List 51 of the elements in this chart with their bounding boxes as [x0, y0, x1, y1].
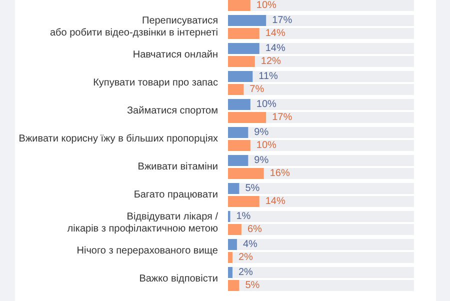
bar: [228, 239, 237, 250]
data-label: 10%: [256, 140, 277, 151]
data-label: 5%: [245, 183, 260, 194]
data-label: 17%: [272, 112, 292, 123]
bar: [228, 56, 255, 67]
bar: [228, 155, 248, 166]
y-tick-label: Займатися спортом: [127, 106, 218, 116]
data-label: 2%: [238, 267, 254, 278]
data-label: 5%: [245, 280, 260, 291]
y-tick-label: Нічого з перерахованого вище: [76, 246, 218, 256]
bar: [228, 43, 260, 54]
data-label: 14%: [265, 196, 286, 207]
y-tick-label: Вживати корисну їжу в більших пропорціях: [18, 134, 218, 144]
bar: [228, 127, 248, 138]
bar: [228, 112, 266, 123]
data-label: 17%: [272, 15, 292, 26]
bar: [228, 196, 260, 207]
bar: [228, 267, 232, 278]
data-label: 4%: [242, 239, 258, 250]
bar: [228, 99, 250, 110]
bar: [228, 280, 240, 291]
bar: [228, 84, 244, 95]
data-label: 10%: [256, 0, 277, 11]
data-label: 16%: [270, 168, 290, 179]
bar: [228, 252, 232, 263]
data-label: 12%: [260, 56, 282, 67]
data-label: 6%: [247, 224, 262, 235]
y-tick-label: Навчатися онлайн: [132, 50, 218, 60]
data-label: 11%: [258, 71, 278, 82]
y-tick-label: Переписуватися або робити відео-дзвінки в інтернеті: [50, 16, 218, 38]
data-label: 9%: [254, 155, 269, 166]
data-label: 2%: [238, 252, 254, 263]
y-tick-label: Багато працювати: [134, 190, 218, 200]
bar: [228, 15, 266, 26]
data-label: 7%: [250, 84, 264, 95]
data-label: 1%: [236, 211, 251, 222]
y-tick-label: Відвідувати лікаря / лікарів з профілактичною метою: [67, 212, 218, 234]
y-tick-label: Вживати вітаміни: [138, 162, 218, 172]
bar: [228, 140, 250, 151]
bar: [228, 0, 250, 11]
bar: [228, 224, 242, 235]
bar: [228, 168, 264, 179]
data-label: 14%: [265, 43, 286, 54]
y-tick-label: Важко відповісти: [139, 274, 218, 284]
data-label: 10%: [256, 99, 277, 110]
bar: [228, 71, 253, 82]
data-label: 14%: [265, 28, 286, 39]
y-tick-label: Купувати товари про запас: [93, 78, 218, 88]
bar: [228, 28, 260, 39]
data-label: 9%: [254, 127, 269, 138]
bar: [228, 183, 240, 194]
